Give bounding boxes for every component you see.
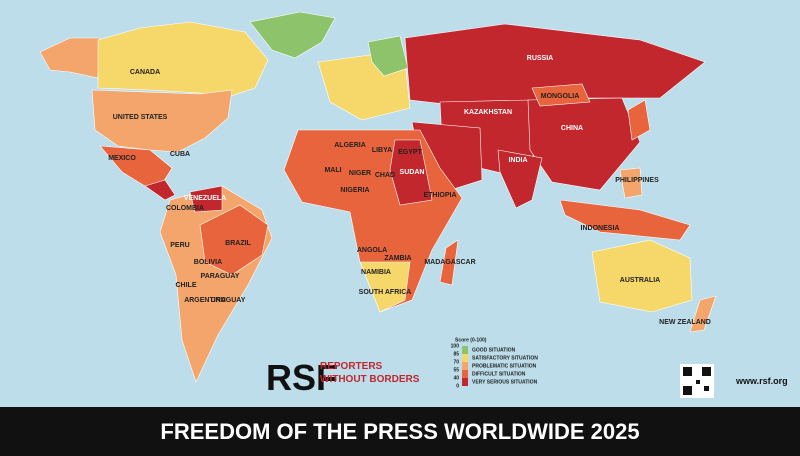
country-label: ARGENTINA — [184, 297, 226, 304]
legend-swatch — [462, 354, 468, 362]
country-label: ALGERIA — [334, 142, 366, 149]
new-zealand — [689, 295, 717, 333]
page-title: FREEDOM OF THE PRESS WORLDWIDE 2025 — [160, 419, 639, 444]
country-label: NEW ZEALAND — [659, 319, 711, 326]
india — [497, 149, 543, 209]
country-label: INDIA — [508, 157, 527, 164]
country-label: PERU — [170, 242, 189, 249]
legend-tick: 55 — [453, 367, 459, 373]
legend-swatch — [462, 378, 468, 386]
qr-block — [696, 380, 700, 384]
country-label: CHAD — [375, 172, 395, 179]
legend-label: DIFFICULT SITUATION — [472, 371, 526, 377]
land-shapes — [39, 11, 717, 383]
legend-tick: 85 — [453, 351, 459, 357]
country-label: MONGOLIA — [541, 93, 580, 100]
country-label: BRAZIL — [225, 240, 251, 247]
venezuela — [189, 185, 223, 213]
mongolia — [531, 83, 591, 107]
country-label: INDONESIA — [581, 225, 620, 232]
country-label: KAZAKHSTAN — [464, 109, 512, 116]
madagascar — [439, 239, 459, 286]
qr-code — [680, 364, 714, 398]
country-label: NIGER — [349, 170, 371, 177]
greenland — [249, 11, 336, 59]
country-label: ETHIOPIA — [423, 192, 456, 199]
website: www.rsf.org — [735, 376, 788, 386]
china — [527, 97, 641, 191]
usa — [91, 89, 233, 153]
legend-swatch — [462, 346, 468, 354]
indonesia — [559, 199, 691, 241]
central-america — [144, 179, 176, 201]
legend-label: PROBLEMATIC SITUATION — [472, 363, 537, 369]
country-label: LIBYA — [372, 147, 392, 154]
country-label: MEXICO — [108, 155, 136, 162]
country-label: EGYPT — [398, 149, 422, 156]
legend-tick: 0 — [456, 383, 459, 389]
country-label: AUSTRALIA — [620, 277, 660, 284]
country-label: ANGOLA — [357, 247, 387, 254]
legend-tick: 40 — [453, 375, 459, 381]
legend-title: Score (0-100) — [455, 337, 487, 343]
logo: RSF REPORTERS WITHOUT BORDERS — [266, 357, 420, 398]
legend-label: SATISFACTORY SITUATION — [472, 355, 538, 361]
country-label: SUDAN — [400, 169, 425, 176]
country-label: RUSSIA — [527, 55, 553, 62]
country-label: NIGERIA — [340, 187, 369, 194]
legend-tick: 70 — [453, 359, 459, 365]
legend-swatch — [462, 362, 468, 370]
qr-block — [704, 386, 709, 391]
legend-swatch — [462, 370, 468, 378]
country-label: CANADA — [130, 69, 160, 76]
logo-line: WITHOUT BORDERS — [320, 374, 420, 385]
country-labels: CANADA UNITED STATES MEXICO CUBA VENEZUE… — [108, 55, 711, 326]
country-label: URUGUAY — [211, 297, 246, 304]
southern-africa — [359, 261, 411, 313]
country-label: COLOMBIA — [166, 205, 204, 212]
scandinavia — [367, 35, 409, 77]
country-label: PARAGUAY — [201, 273, 240, 280]
legend-label: GOOD SITUATION — [472, 347, 516, 353]
country-label: CHINA — [561, 125, 583, 132]
qr-block — [683, 386, 692, 395]
country-label: MALI — [324, 167, 341, 174]
country-label: PHILIPPINES — [615, 177, 659, 184]
legend-label: VERY SERIOUS SITUATION — [472, 379, 538, 385]
brazil — [199, 204, 269, 276]
country-label: SOUTH AFRICA — [359, 289, 412, 296]
philippines — [619, 167, 643, 199]
logo-line: REPORTERS — [320, 361, 383, 372]
country-label: VENEZUELA — [184, 195, 226, 202]
title-bar — [0, 407, 800, 456]
logo-mark: RSF — [266, 357, 338, 398]
qr-block — [683, 367, 692, 376]
japan — [627, 99, 651, 141]
country-label: ZAMBIA — [384, 255, 411, 262]
country-label: UNITED STATES — [113, 114, 168, 121]
country-label: CUBA — [170, 151, 190, 158]
russia — [404, 23, 706, 109]
country-label: NAMIBIA — [361, 269, 391, 276]
egypt-sudan — [389, 139, 433, 206]
country-label: CHILE — [176, 282, 197, 289]
qr-block — [702, 367, 711, 376]
legend-tick: 100 — [451, 343, 460, 349]
australia — [591, 239, 693, 313]
country-label: BOLIVIA — [194, 259, 222, 266]
legend: Score (0-100) GOOD SITUATION SATISFACTORY… — [451, 337, 539, 389]
canada — [97, 21, 269, 99]
country-label: MADAGASCAR — [424, 259, 475, 266]
